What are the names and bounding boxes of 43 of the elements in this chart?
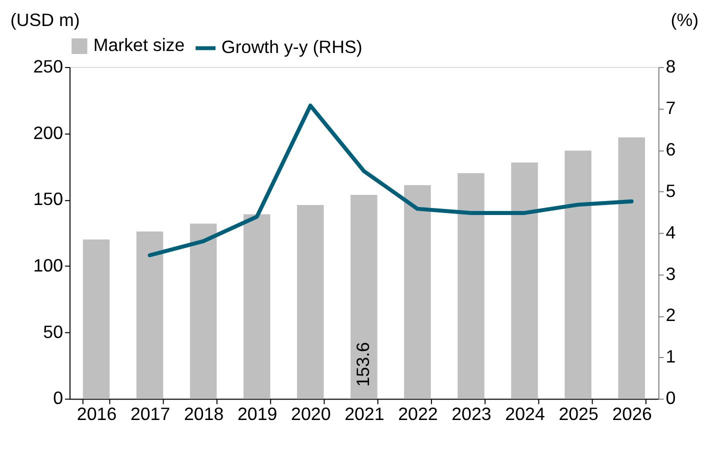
x-tick-label: 2026 [612, 404, 652, 424]
bar [82, 240, 110, 399]
y2-tick-label: 5 [666, 180, 676, 201]
y2-axis-title: (%) [670, 10, 699, 30]
y-tick-label: 0 [53, 388, 64, 408]
x-tick-label: 2021 [344, 404, 384, 424]
y-tick-label: 100 [33, 256, 64, 276]
y-tick-label: 50 [43, 322, 64, 342]
y-tick-label: 250 [33, 56, 64, 77]
bar [618, 137, 645, 399]
bar [350, 194, 378, 399]
y-axis-title: (USD m) [10, 10, 80, 30]
line-series [148, 104, 634, 258]
y2-tick-label: 3 [666, 264, 676, 284]
y2-tick-label: 4 [666, 222, 676, 242]
bar [190, 224, 217, 399]
x-tick-label: 2019 [237, 404, 278, 424]
bar [243, 214, 270, 399]
bar [136, 232, 164, 399]
y2-tick-label: 1 [666, 346, 676, 367]
y-tick-label: 150 [33, 189, 64, 210]
data-label: 153.6 [352, 342, 373, 387]
y2-tick-label: 8 [666, 56, 676, 77]
x-tick-label: 2020 [291, 404, 331, 424]
legend-label: Market size [93, 35, 185, 56]
y2-tick-label: 2 [666, 305, 676, 326]
x-tick-label: 2017 [130, 404, 170, 424]
y2-tick-label: 6 [666, 139, 676, 160]
bar [297, 205, 324, 399]
bar [511, 162, 538, 399]
bar [404, 185, 431, 399]
x-tick-label: 2024 [505, 404, 545, 424]
x-tick-label: 2025 [558, 404, 598, 424]
y-tick-label: 200 [33, 122, 64, 143]
x-tick-label: 2016 [76, 404, 117, 424]
x-tick-label: 2018 [184, 404, 224, 424]
legend-label: Growth y-y (RHS) [221, 37, 362, 58]
bar [458, 173, 484, 399]
y2-tick-label: 7 [666, 98, 676, 118]
x-tick-label: 2023 [452, 404, 492, 424]
bar [564, 150, 592, 399]
x-tick-label: 2022 [398, 404, 438, 424]
y2-tick-label: 0 [666, 388, 676, 408]
